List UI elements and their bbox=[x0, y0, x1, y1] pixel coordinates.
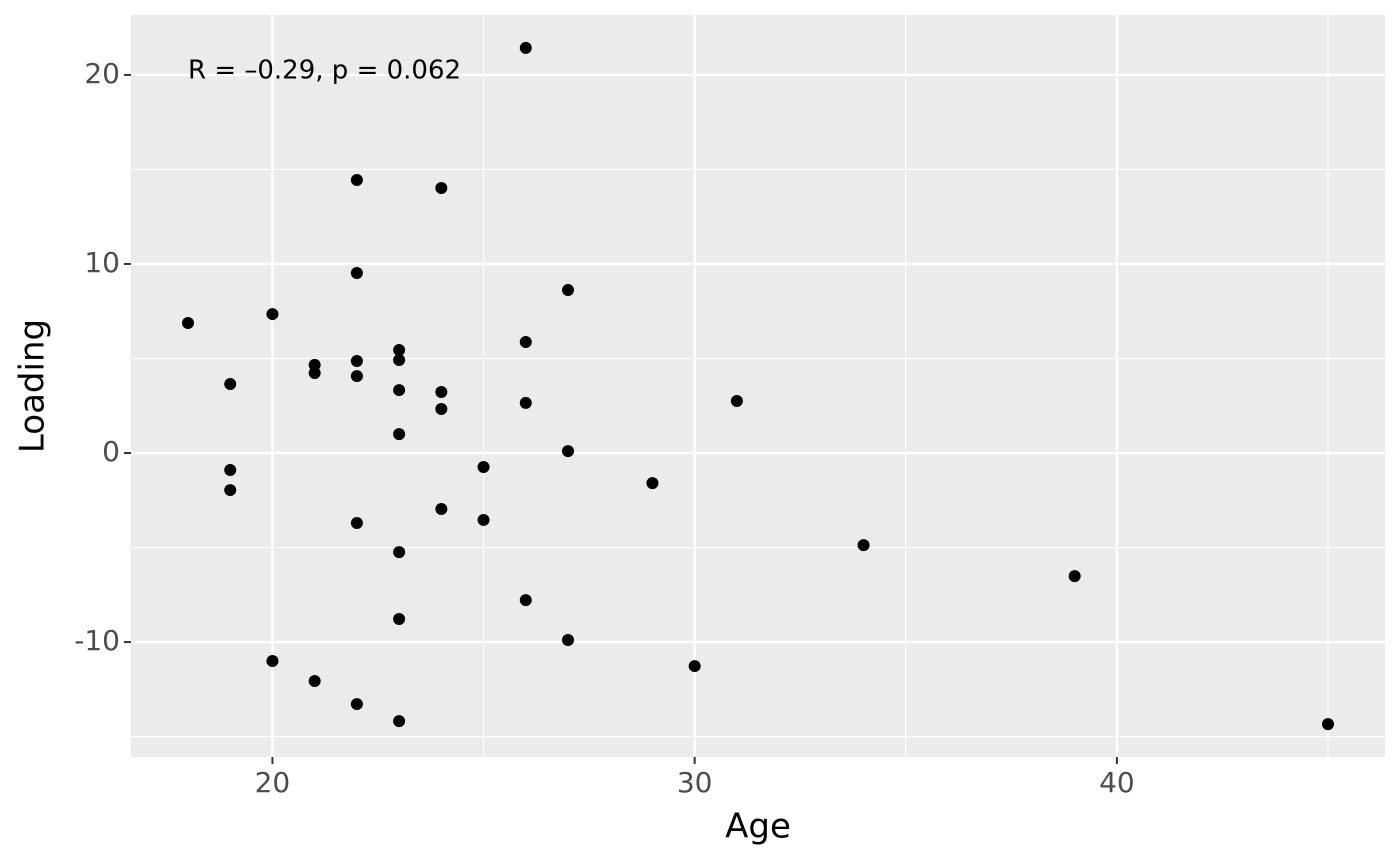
point bbox=[182, 316, 194, 329]
point bbox=[688, 660, 701, 673]
point bbox=[308, 675, 321, 688]
x-tick-label: 30 bbox=[677, 766, 713, 799]
panel bbox=[131, 15, 1385, 757]
y-tick-label: 20 bbox=[84, 57, 120, 90]
point bbox=[435, 502, 448, 515]
point bbox=[562, 284, 574, 297]
annotation: R = –0.29, p = 0.062 bbox=[188, 56, 461, 86]
point bbox=[393, 343, 406, 356]
x-tick-label: 40 bbox=[1099, 766, 1135, 799]
point bbox=[519, 594, 532, 607]
x-tick-label: 20 bbox=[255, 766, 291, 799]
point bbox=[646, 477, 659, 490]
point bbox=[393, 354, 406, 367]
point bbox=[393, 715, 406, 728]
y-tick-label: 10 bbox=[84, 246, 120, 279]
point bbox=[308, 367, 321, 380]
point bbox=[393, 384, 406, 397]
x-axis-title: Age bbox=[725, 807, 791, 847]
point bbox=[1322, 718, 1334, 731]
point bbox=[224, 378, 237, 391]
point bbox=[350, 354, 363, 367]
point bbox=[266, 654, 279, 667]
point bbox=[393, 428, 406, 441]
point bbox=[224, 464, 237, 477]
point bbox=[350, 174, 363, 187]
point bbox=[519, 41, 532, 54]
point bbox=[435, 181, 448, 194]
point bbox=[477, 461, 490, 474]
y-tick-label: 0 bbox=[102, 435, 120, 468]
point bbox=[519, 396, 532, 409]
point bbox=[477, 513, 490, 526]
point bbox=[393, 546, 406, 559]
point bbox=[562, 633, 574, 646]
y-axis-title: Loading bbox=[13, 319, 53, 453]
point bbox=[562, 445, 574, 458]
point bbox=[266, 308, 279, 321]
point bbox=[1068, 570, 1081, 583]
point bbox=[435, 402, 448, 415]
point bbox=[350, 698, 363, 711]
point bbox=[857, 539, 870, 552]
point bbox=[435, 385, 448, 398]
point bbox=[730, 395, 743, 408]
point bbox=[393, 612, 406, 625]
point bbox=[350, 267, 363, 280]
point bbox=[350, 370, 363, 383]
y-tick-label: -10 bbox=[74, 624, 120, 657]
point bbox=[519, 336, 532, 349]
point bbox=[224, 484, 237, 497]
point bbox=[350, 516, 363, 529]
